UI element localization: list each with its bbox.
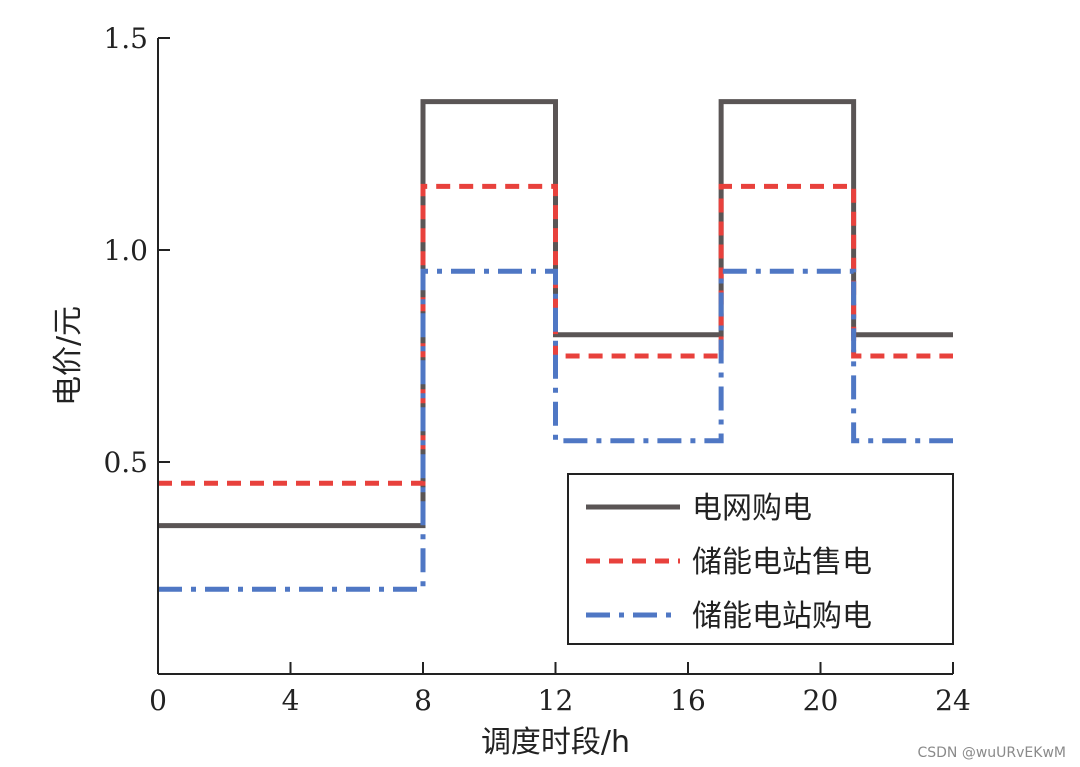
legend-label-3: 储能电站购电 (692, 599, 872, 634)
axes: 0 4 8 12 16 20 24 0.5 1.0 1.5 调度时段/h 电价/元 (51, 22, 971, 760)
legend-label-2: 储能电站售电 (692, 545, 872, 580)
x-tick-label: 20 (803, 684, 839, 717)
x-axis-title: 调度时段/h (481, 725, 630, 760)
x-tick-label: 12 (538, 684, 574, 717)
x-tick-label: 16 (670, 684, 706, 717)
y-tick-label: 0.5 (103, 446, 148, 479)
y-axis-title: 电价/元 (51, 306, 86, 406)
y-tick-label: 1.0 (103, 234, 148, 267)
x-tick-label: 0 (149, 684, 167, 717)
y-tick-label: 1.5 (103, 22, 148, 55)
series-line-3 (158, 268, 953, 592)
x-tick-label: 8 (414, 684, 432, 717)
watermark: CSDN @wuURvEKwM (917, 745, 1066, 761)
series-layer (158, 99, 953, 592)
x-tick-label: 4 (282, 684, 300, 717)
x-tick-label: 24 (935, 684, 971, 717)
legend-label-1: 电网购电 (692, 491, 812, 526)
